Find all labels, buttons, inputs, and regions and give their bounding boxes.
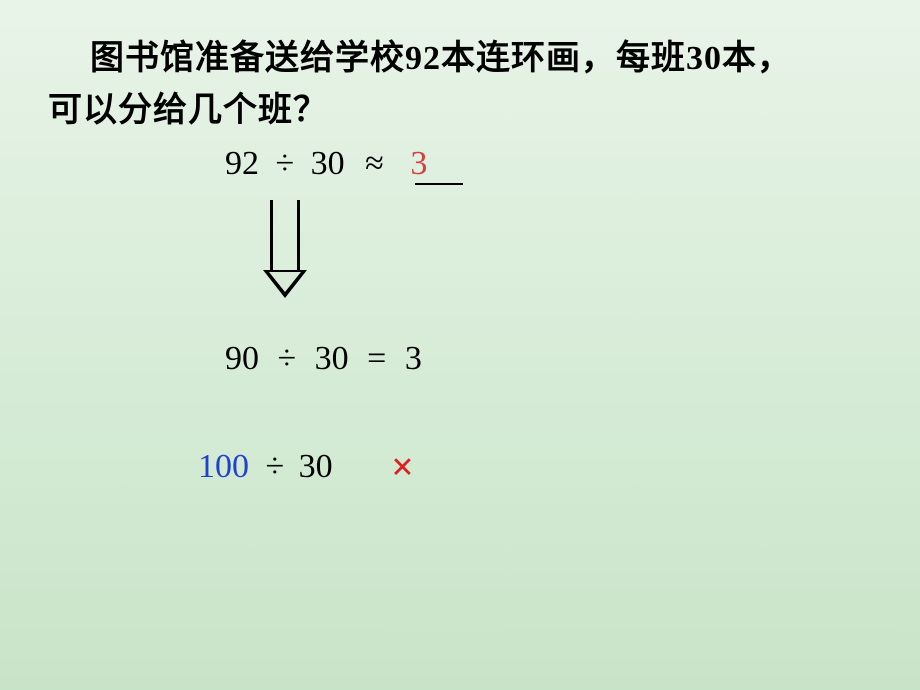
divisor-30-1: 30	[311, 145, 345, 182]
equals-symbol: =	[367, 340, 386, 377]
divisor-30-2: 30	[315, 340, 349, 377]
slide-content: 图书馆准备送给学校92本连环画，每班30本， 可以分给几个班？ 92 ÷ 30 …	[0, 0, 920, 690]
down-arrow	[270, 200, 307, 298]
divide-operator-2: ÷	[278, 340, 297, 377]
result-3-red: 3	[410, 145, 427, 182]
divide-operator-1: ÷	[276, 145, 295, 182]
equation-wrong: 100 ÷ 30 ×	[198, 440, 414, 487]
arrow-shaft	[270, 200, 300, 270]
cross-mark-icon: ×	[391, 444, 414, 489]
equation-exact: 90 ÷ 30 = 3	[225, 340, 432, 378]
result-underline	[415, 183, 463, 185]
result-3-black: 3	[405, 340, 422, 377]
divide-operator-3: ÷	[266, 448, 285, 485]
approx-symbol: ≈	[365, 145, 384, 182]
equation-approximation: 92 ÷ 30 ≈ 3	[225, 145, 427, 183]
dividend-92: 92	[225, 145, 259, 182]
arrow-head-inner	[269, 272, 301, 292]
problem-text-line2: 可以分给几个班？	[48, 82, 328, 131]
divisor-30-3: 30	[299, 448, 333, 485]
problem-text-line1: 图书馆准备送给学校92本连环画，每班30本，	[90, 30, 792, 79]
dividend-100-blue: 100	[198, 448, 249, 485]
dividend-90: 90	[225, 340, 259, 377]
arrow-head	[263, 270, 307, 298]
